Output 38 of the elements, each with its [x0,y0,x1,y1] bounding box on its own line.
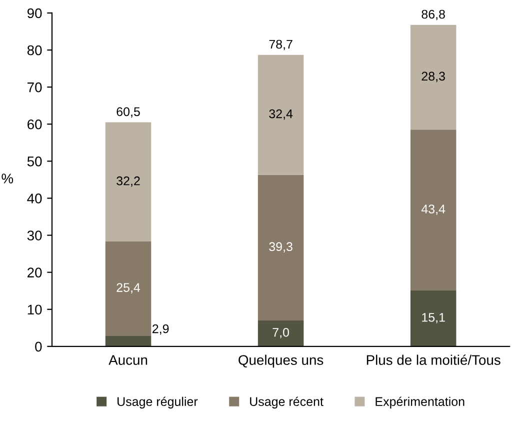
total-label: 86,8 [422,10,445,20]
y-tick-label: 90 [27,8,42,18]
y-tick-label: 40 [27,194,42,204]
y-tick-label: 20 [28,268,42,278]
y-tick-label: 80 [27,45,42,56]
bar [410,290,456,346]
y-tick-label: 10 [28,304,42,315]
data-label: 32,2 [116,176,140,187]
y-axis-title: % [2,174,14,184]
total-label: 78,7 [269,40,292,50]
x-tick-label: Plus de la moitié/Tous [366,354,500,365]
bar [105,336,152,346]
x-tick-label: Quelques uns [238,354,324,368]
bar [258,174,304,320]
bar [105,122,152,242]
data-label: 7,0 [272,328,289,338]
data-label: 28,3 [422,72,445,82]
bar [258,320,304,346]
bar [410,130,456,290]
y-tick-label: 0 [35,342,42,352]
y-tick-label: 30 [27,230,42,240]
bar [105,242,152,336]
x-tick-label: Aucun [108,355,148,365]
legend-label: Usage régulier [118,396,198,408]
legend-label: Usage récent [250,396,324,408]
bar [258,54,304,175]
data-label: 15,1 [422,313,445,324]
legend-label: Expérimentation [376,396,464,408]
data-label: 2,9 [152,324,169,335]
bar [410,24,456,130]
data-label: 32,4 [269,109,293,120]
total-label: 60,5 [116,107,140,118]
y-tick-label: 70 [28,82,42,92]
data-label: 43,4 [421,204,446,215]
y-tick-label: 60 [28,119,42,130]
y-tick-label: 50 [27,156,42,166]
data-label: 39,3 [269,242,292,253]
data-label: 25,4 [116,283,140,294]
